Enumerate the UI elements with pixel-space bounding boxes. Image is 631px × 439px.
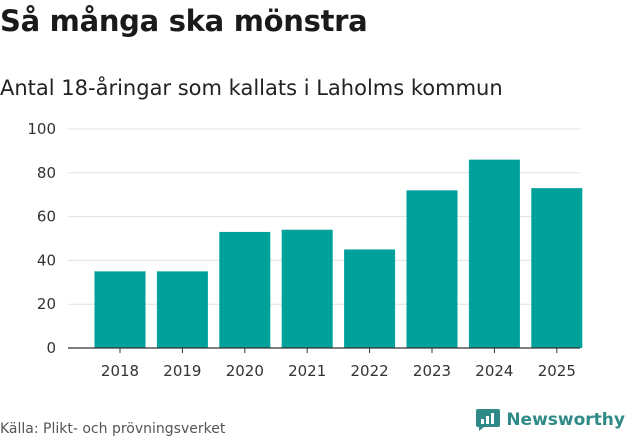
y-tick-label: 40 bbox=[37, 251, 56, 269]
brand-logo: Newsworthy bbox=[475, 408, 625, 432]
bar-2020 bbox=[219, 231, 271, 348]
source-note: Källa: Plikt- och prövningsverket bbox=[0, 421, 226, 437]
bar-2024 bbox=[468, 159, 520, 348]
x-tick-label: 2023 bbox=[413, 362, 451, 380]
y-axis-ticks: 0 20 40 60 80 100 bbox=[27, 120, 56, 357]
newsworthy-logo-icon bbox=[476, 409, 501, 431]
x-axis-ticks: 2018 2019 2020 2021 2022 2023 2024 2025 bbox=[68, 347, 580, 380]
x-tick-label: 2024 bbox=[475, 362, 513, 380]
brand-name: Newsworthy bbox=[506, 410, 625, 430]
x-tick-label: 2021 bbox=[288, 362, 326, 380]
y-tick-label: 20 bbox=[37, 295, 56, 313]
chart-title: Så många ska mönstra bbox=[0, 4, 368, 38]
x-tick-label: 2019 bbox=[163, 362, 201, 380]
chart-subtitle: Antal 18-åringar som kallats i Laholms k… bbox=[0, 76, 503, 100]
x-tick-label: 2020 bbox=[226, 362, 264, 380]
y-tick-label: 60 bbox=[37, 208, 56, 226]
y-tick-label: 0 bbox=[46, 339, 56, 357]
bars bbox=[94, 159, 583, 348]
bar-2018 bbox=[94, 271, 146, 348]
bar-2021 bbox=[281, 229, 333, 348]
x-tick-label: 2025 bbox=[538, 362, 576, 380]
bar-chart: 0 20 40 60 80 100 2018 2019 2020 2021 2022 2023 202… bbox=[27, 120, 583, 380]
bar-2023 bbox=[406, 190, 458, 348]
y-tick-label: 80 bbox=[37, 164, 56, 182]
y-tick-label: 100 bbox=[27, 120, 56, 138]
bar-2019 bbox=[156, 271, 208, 348]
bar-2022 bbox=[344, 249, 396, 348]
x-tick-label: 2022 bbox=[351, 362, 389, 380]
x-tick-label: 2018 bbox=[101, 362, 139, 380]
bar-2025 bbox=[531, 188, 583, 348]
